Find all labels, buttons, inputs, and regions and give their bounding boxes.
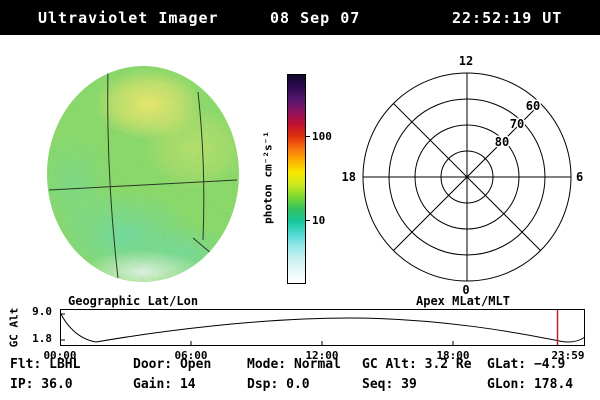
xtick-1200: 12:00 [305, 349, 339, 362]
xtick-0600: 06:00 [174, 349, 208, 362]
title-bar: Ultraviolet Imager 08 Sep 07 22:52:19 UT [0, 0, 600, 35]
status-glat: GLat: −4.9 [487, 357, 566, 372]
colorbar-tick-label-10: 10 [312, 214, 326, 227]
colorbar-tick-mark-10 [306, 220, 310, 221]
grid-meridian-line-2 [197, 91, 205, 241]
mlat-label-70: 70 [510, 117, 524, 131]
colorbar-unit-label: photon cm⁻²s⁻¹ [261, 131, 275, 224]
timebar-ticks [61, 313, 454, 345]
colorbar-tick-label-100: 100 [312, 130, 332, 143]
mlt-label-6: 6 [576, 170, 584, 184]
colorbar-tick-mark-100 [306, 136, 310, 137]
polar-axis-diagonal-2 [393, 103, 541, 251]
mlat-label-80: 80 [495, 135, 509, 149]
caption-apex-mlat-mlt: Apex MLat/MLT [416, 294, 510, 308]
disk-noise-texture [47, 66, 239, 282]
colorbar-gradient [288, 75, 305, 283]
xtick-0000: 00:00 [43, 349, 77, 362]
status-flt: Flt: LBHL [10, 357, 81, 372]
xtick-1800: 18:00 [436, 349, 470, 362]
colorbar [287, 74, 306, 284]
caption-geographic-latlon: Geographic Lat/Lon [68, 294, 199, 308]
status-mode: Mode: Normal [247, 357, 341, 372]
timebar-ytick-top: 9.0 [32, 305, 52, 318]
status-gain: Gain: 14 [133, 377, 196, 392]
status-seq: Seq: 39 [362, 377, 417, 392]
mlt-label-0: 0 [462, 283, 470, 297]
uvi-disk-image [47, 66, 239, 282]
orbit-altitude-curve [60, 311, 586, 343]
status-gc-alt: GC Alt: 3.2 Re [362, 357, 472, 372]
mlat-labels: 60 70 80 [493, 98, 541, 151]
time-label: 22:52:19 UT [452, 9, 563, 27]
status-dsp: Dsp: 0.0 [247, 377, 310, 392]
grid-parallel-line [48, 179, 238, 191]
mlat-label-60: 60 [526, 99, 540, 113]
polar-grid [362, 72, 572, 282]
grid-meridian-line-1 [107, 69, 119, 279]
timebar-frame [60, 309, 585, 346]
date-label: 08 Sep 07 [270, 9, 361, 27]
status-door: Door: Open [133, 357, 212, 372]
timebar-ytick-bottom: 1.8 [32, 332, 52, 345]
app-title: Ultraviolet Imager [38, 9, 219, 27]
orbit-altitude-plot [60, 309, 586, 346]
xtick-2359: 23:59 [551, 349, 585, 362]
polar-grid-plot: 60 70 80 [362, 72, 572, 282]
status-glon: GLon: 178.4 [487, 377, 574, 392]
status-ip: IP: 36.0 [10, 377, 73, 392]
timebar-y-axis-title: GC Alt [7, 307, 21, 348]
mlt-label-18: 18 [341, 170, 356, 184]
mlt-label-12: 12 [458, 54, 474, 68]
